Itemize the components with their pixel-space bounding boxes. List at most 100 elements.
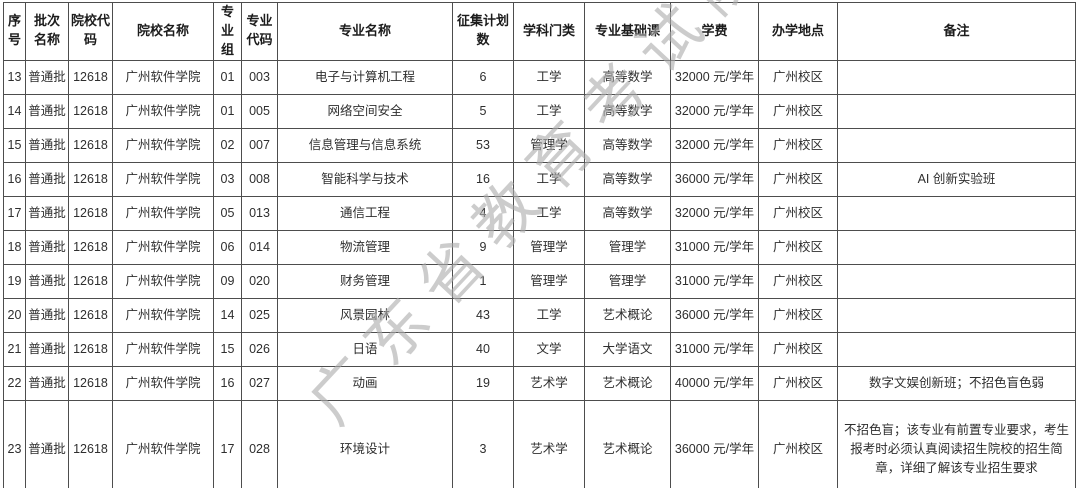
- cell-category: 管理学: [513, 229, 585, 265]
- cell-category: 文学: [513, 331, 585, 367]
- cell-batch: 普通批: [25, 365, 69, 401]
- cell-fee: 32000 元/学年: [670, 93, 759, 129]
- cell-school_code: 12618: [68, 399, 113, 488]
- cell-major_name: 风景园林: [277, 297, 453, 333]
- table-header-row: 序号 批次名称 院校代码 院校名称 专业组 专业代码 专业名称 征集计划数 学科门类 专业基础课学…: [3, 2, 1076, 61]
- column-header-seq: 序号: [3, 2, 26, 61]
- table-row: 15 普通批 12618 广州软件学院 02 007 信息管理与信息系统 53 管理学 高等数学 3…: [3, 127, 1076, 163]
- cell-fee: 32000 元/学年: [670, 59, 759, 95]
- cell-location: 广州校区: [758, 59, 838, 95]
- cell-group: 02: [213, 127, 242, 163]
- cell-school_code: 12618: [68, 297, 113, 333]
- cell-course: 艺术概论: [584, 365, 671, 401]
- cell-batch: 普通批: [25, 331, 69, 367]
- cell-fee: 31000 元/学年: [670, 263, 759, 299]
- cell-remark: [837, 229, 1076, 265]
- cell-school_name: 广州软件学院: [112, 297, 214, 333]
- column-header-fee: 学费: [670, 2, 759, 61]
- cell-remark: [837, 195, 1076, 231]
- cell-remark: AI 创新实验班: [837, 161, 1076, 197]
- cell-seq: 21: [3, 331, 26, 367]
- cell-course: 管理学: [584, 229, 671, 265]
- cell-major_code: 008: [241, 161, 278, 197]
- cell-category: 工学: [513, 59, 585, 95]
- column-header-remark: 备注: [837, 2, 1076, 61]
- cell-fee: 36000 元/学年: [670, 297, 759, 333]
- cell-plan: 5: [452, 93, 514, 129]
- cell-course: 艺术概论: [584, 297, 671, 333]
- cell-remark: [837, 127, 1076, 163]
- cell-plan: 3: [452, 399, 514, 488]
- cell-seq: 18: [3, 229, 26, 265]
- cell-batch: 普通批: [25, 161, 69, 197]
- cell-plan: 6: [452, 59, 514, 95]
- column-header-group: 专业组: [213, 2, 242, 61]
- cell-school_code: 12618: [68, 263, 113, 299]
- cell-remark: [837, 59, 1076, 95]
- cell-group: 03: [213, 161, 242, 197]
- cell-location: 广州校区: [758, 263, 838, 299]
- cell-school_code: 12618: [68, 127, 113, 163]
- cell-plan: 43: [452, 297, 514, 333]
- cell-fee: 32000 元/学年: [670, 127, 759, 163]
- table-row: 21 普通批 12618 广州软件学院 15 026 日语 40 文学 大学语文 31000 元/学…: [3, 331, 1076, 367]
- table-row: 16 普通批 12618 广州软件学院 03 008 智能科学与技术 16 工学 高等数学 3600…: [3, 161, 1076, 197]
- cell-batch: 普通批: [25, 297, 69, 333]
- cell-plan: 40: [452, 331, 514, 367]
- cell-seq: 23: [3, 399, 26, 488]
- cell-location: 广州校区: [758, 331, 838, 367]
- cell-school_name: 广州软件学院: [112, 263, 214, 299]
- cell-remark: [837, 93, 1076, 129]
- cell-location: 广州校区: [758, 127, 838, 163]
- table-row: 19 普通批 12618 广州软件学院 09 020 财务管理 1 管理学 管理学 31000 元/…: [3, 263, 1076, 299]
- cell-seq: 17: [3, 195, 26, 231]
- cell-group: 15: [213, 331, 242, 367]
- cell-plan: 4: [452, 195, 514, 231]
- cell-category: 管理学: [513, 127, 585, 163]
- cell-category: 工学: [513, 195, 585, 231]
- cell-batch: 普通批: [25, 263, 69, 299]
- cell-location: 广州校区: [758, 399, 838, 488]
- cell-seq: 15: [3, 127, 26, 163]
- cell-group: 16: [213, 365, 242, 401]
- column-header-major_name: 专业名称: [277, 2, 453, 61]
- cell-major_code: 025: [241, 297, 278, 333]
- cell-category: 艺术学: [513, 399, 585, 488]
- table-row: 23 普通批 12618 广州软件学院 17 028 环境设计 3 艺术学 艺术概论 36000 元…: [3, 399, 1076, 488]
- cell-category: 工学: [513, 297, 585, 333]
- cell-location: 广州校区: [758, 297, 838, 333]
- cell-group: 06: [213, 229, 242, 265]
- cell-fee: 31000 元/学年: [670, 229, 759, 265]
- table-row: 18 普通批 12618 广州软件学院 06 014 物流管理 9 管理学 管理学 31000 元/…: [3, 229, 1076, 265]
- column-header-location: 办学地点: [758, 2, 838, 61]
- cell-location: 广州校区: [758, 365, 838, 401]
- cell-school_name: 广州软件学院: [112, 331, 214, 367]
- cell-remark: [837, 297, 1076, 333]
- cell-course: 大学语文: [584, 331, 671, 367]
- cell-fee: 40000 元/学年: [670, 365, 759, 401]
- column-header-batch: 批次名称: [25, 2, 69, 61]
- cell-group: 01: [213, 59, 242, 95]
- cell-major_code: 014: [241, 229, 278, 265]
- cell-major_code: 028: [241, 399, 278, 488]
- cell-plan: 9: [452, 229, 514, 265]
- table-body: 13 普通批 12618 广州软件学院 01 003 电子与计算机工程 6 工学 高等数学 3200…: [3, 59, 1076, 488]
- cell-course: 高等数学: [584, 127, 671, 163]
- cell-remark: [837, 263, 1076, 299]
- cell-category: 工学: [513, 161, 585, 197]
- table-row: 14 普通批 12618 广州软件学院 01 005 网络空间安全 5 工学 高等数学 32000 …: [3, 93, 1076, 129]
- cell-seq: 14: [3, 93, 26, 129]
- cell-course: 管理学: [584, 263, 671, 299]
- column-header-course: 专业基础课: [584, 2, 671, 61]
- cell-school_code: 12618: [68, 195, 113, 231]
- cell-batch: 普通批: [25, 195, 69, 231]
- cell-category: 艺术学: [513, 365, 585, 401]
- cell-batch: 普通批: [25, 399, 69, 488]
- cell-remark: 数字文娱创新班；不招色盲色弱: [837, 365, 1076, 401]
- table-row: 13 普通批 12618 广州软件学院 01 003 电子与计算机工程 6 工学 高等数学 3200…: [3, 59, 1076, 95]
- cell-major_code: 007: [241, 127, 278, 163]
- cell-major_name: 通信工程: [277, 195, 453, 231]
- cell-fee: 32000 元/学年: [670, 195, 759, 231]
- cell-location: 广州校区: [758, 93, 838, 129]
- table-row: 17 普通批 12618 广州软件学院 05 013 通信工程 4 工学 高等数学 32000 元/…: [3, 195, 1076, 231]
